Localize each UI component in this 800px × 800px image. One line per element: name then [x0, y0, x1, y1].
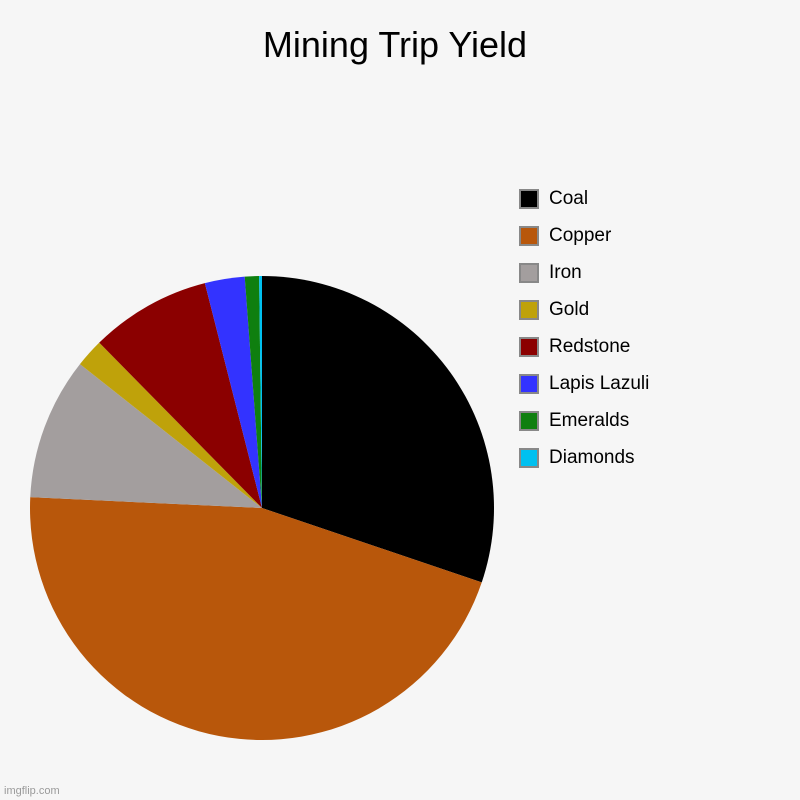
- legend-label: Iron: [549, 261, 582, 283]
- chart-legend: Coal Copper Iron Gold Redstone Lapis Lazuli Em…: [519, 180, 649, 476]
- pie-slice-lapis-lazuli: [204, 276, 262, 508]
- legend-item: Copper: [519, 217, 649, 254]
- legend-item: Redstone: [519, 328, 649, 365]
- legend-label: Redstone: [549, 335, 631, 357]
- pie-slice-coal: [262, 276, 495, 583]
- legend-item: Coal: [519, 180, 649, 217]
- legend-label: Gold: [549, 298, 590, 320]
- pie-slice-redstone: [99, 283, 263, 508]
- legend-item: Emeralds: [519, 402, 649, 439]
- legend-swatch: [519, 336, 539, 357]
- pie-slice-gold: [79, 342, 263, 508]
- legend-label: Coal: [549, 187, 589, 209]
- legend-label: Diamonds: [549, 446, 635, 468]
- legend-swatch: [519, 299, 539, 320]
- legend-swatch: [519, 447, 539, 468]
- legend-label: Lapis Lazuli: [549, 372, 650, 394]
- legend-swatch: [519, 410, 539, 431]
- pie-slice-diamonds: [259, 276, 262, 508]
- legend-item: Lapis Lazuli: [519, 365, 649, 402]
- legend-item: Diamonds: [519, 439, 649, 476]
- legend-swatch: [519, 262, 539, 283]
- legend-item: Gold: [519, 291, 649, 328]
- pie-slice-copper: [29, 497, 482, 741]
- pie-slice-emeralds: [244, 276, 262, 508]
- legend-swatch: [519, 225, 539, 246]
- legend-item: Iron: [519, 254, 649, 291]
- legend-swatch: [519, 188, 539, 209]
- watermark-text: imgflip.com: [4, 785, 60, 797]
- chart-title: Mining Trip Yield: [262, 24, 528, 65]
- pie-slice-iron: [30, 364, 263, 508]
- legend-label: Emeralds: [549, 409, 630, 431]
- legend-swatch: [519, 373, 539, 394]
- legend-label: Copper: [549, 224, 612, 246]
